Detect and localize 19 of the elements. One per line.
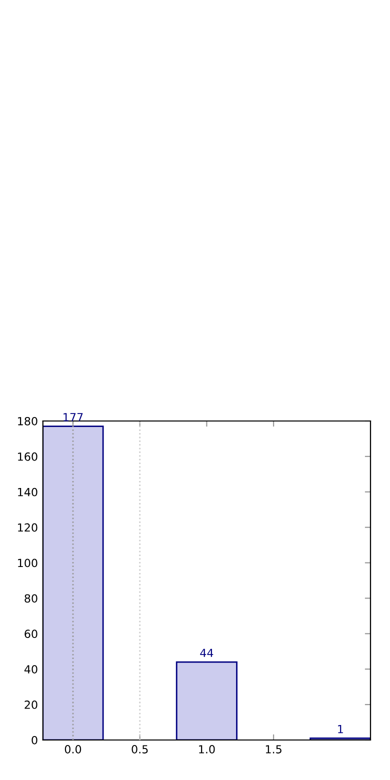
- x-tick-label: 1.5: [266, 745, 282, 754]
- y-tick-label: 80: [24, 594, 38, 603]
- y-tick-label: 0: [32, 736, 38, 744]
- x-tick-label: 0.5: [132, 745, 148, 754]
- y-tick-label: 120: [18, 523, 38, 532]
- y-tick-label: 160: [18, 452, 38, 461]
- data-label: 44: [200, 648, 214, 657]
- y-tick-label: 140: [18, 488, 38, 496]
- y-tick-label: 180: [18, 416, 38, 426]
- y-tick-label: 20: [24, 700, 38, 709]
- x-tick-label: 0.0: [64, 745, 82, 754]
- y-tick-label: 60: [24, 630, 38, 638]
- y-tick-label: 40: [24, 665, 38, 674]
- data-label: 177: [64, 413, 83, 422]
- data-label: 1: [338, 725, 343, 734]
- bar: [176, 661, 238, 740]
- x-tick-label: 1.0: [199, 745, 215, 754]
- bar: [42, 426, 104, 740]
- y-tick-label: 100: [18, 558, 38, 568]
